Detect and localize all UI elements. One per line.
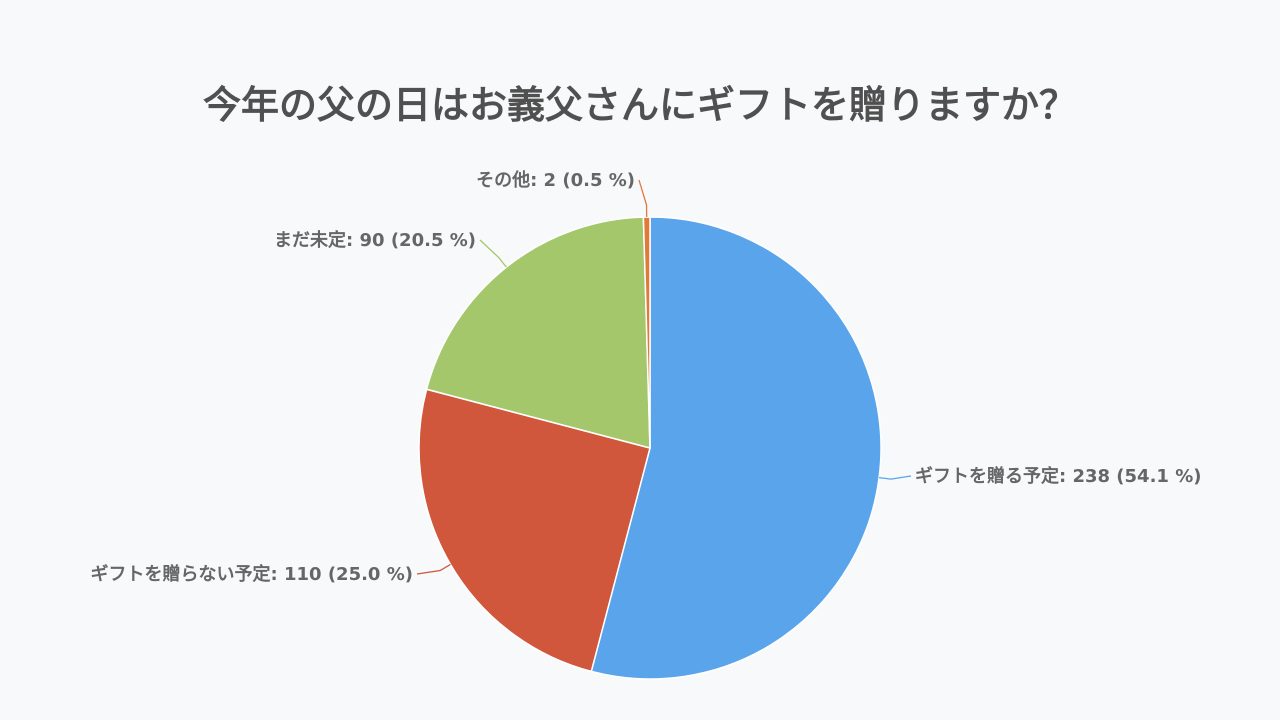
- slice-label-3: まだ未定: 90 (20.5 %): [274, 229, 476, 251]
- label-leader-lines: [416, 179, 912, 575]
- pie-slice-4: [642, 216, 651, 449]
- slice-label-2: ギフトを贈らない予定: 110 (25.0 %): [91, 563, 413, 585]
- pie-slice-2: [418, 388, 651, 673]
- pie-slices: [418, 216, 882, 680]
- leader-line-3: [479, 239, 507, 268]
- slice-label-1: ギフトを贈る予定: 238 (54.1 %): [915, 465, 1201, 487]
- leader-line-4: [638, 179, 648, 218]
- leader-line-1: [879, 475, 912, 480]
- pie-slice-3: [425, 216, 651, 449]
- chart-title: 今年の父の日はお義父さんにギフトを贈りますか？: [203, 83, 1077, 127]
- leader-line-2: [416, 563, 451, 575]
- slice-labels: ギフトを贈る予定: 238 (54.1 %) ギフトを贈らない予定: 110 (2…: [91, 169, 1202, 585]
- slice-label-4: その他: 2 (0.5 %): [476, 169, 635, 191]
